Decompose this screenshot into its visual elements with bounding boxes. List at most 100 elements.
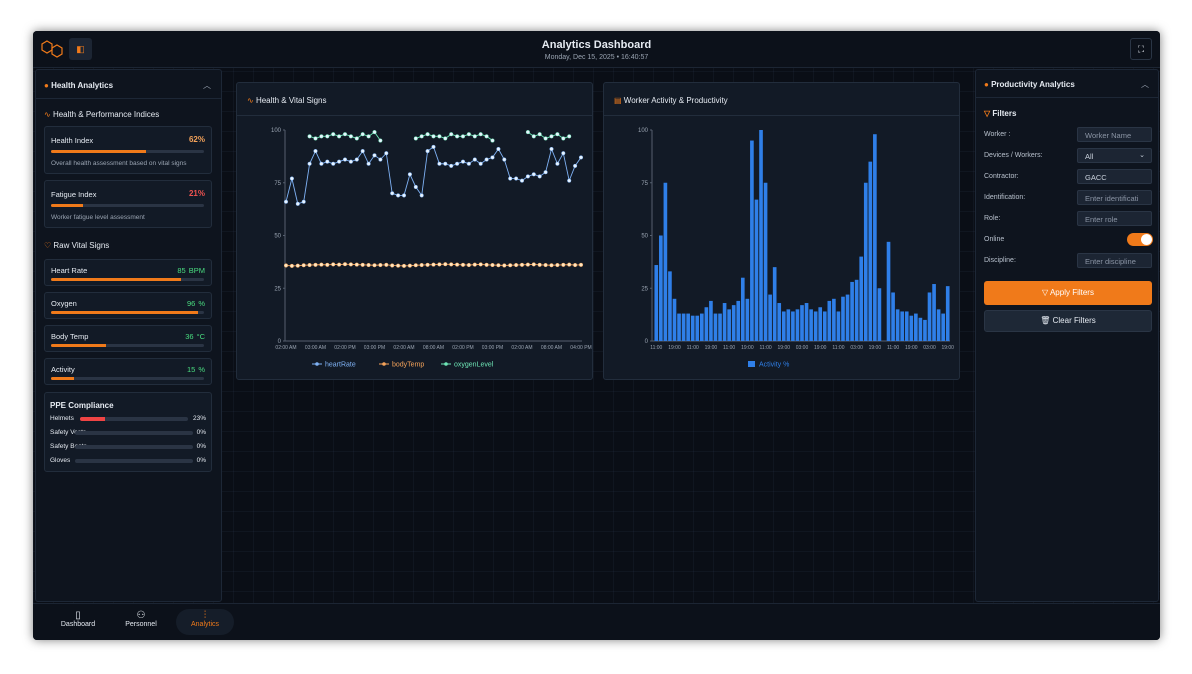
- collapse[interactable]: ︿: [203, 81, 211, 90]
- data-point: [337, 159, 342, 164]
- vital-name: Oxygen: [51, 299, 77, 308]
- data-point: [325, 262, 330, 267]
- index-name: Fatigue Index: [51, 190, 97, 199]
- data-point: [478, 262, 483, 267]
- index-value: 21%: [189, 189, 205, 198]
- data-point: [490, 155, 495, 160]
- data-point: [342, 262, 348, 267]
- x-tick-label: 19:00: [778, 345, 791, 351]
- data-point: [484, 134, 489, 139]
- data-point: [372, 130, 377, 135]
- bar: [941, 313, 945, 341]
- bar: [945, 286, 950, 341]
- vital-name: Body Temp: [51, 332, 89, 341]
- data-point: [301, 199, 306, 204]
- ppe-track: [80, 417, 188, 421]
- data-point: [354, 157, 359, 162]
- data-point: [366, 262, 371, 268]
- page-title: Analytics Dashboard: [541, 39, 652, 51]
- text-input[interactable]: Worker Name: [1077, 127, 1152, 142]
- data-point: [437, 161, 442, 166]
- data-point: [502, 157, 507, 162]
- data-point: [472, 262, 477, 267]
- bar: [750, 140, 754, 341]
- bar: [914, 313, 918, 341]
- select[interactable]: All ⌄: [1077, 148, 1152, 163]
- ppe-unit: %: [200, 457, 206, 464]
- nav-label: Analytics: [190, 621, 219, 628]
- y-tick-label: 50: [641, 234, 648, 240]
- data-point: [443, 161, 448, 166]
- data-point: [525, 130, 530, 135]
- data-point: [567, 178, 572, 183]
- chart-header: ∿ Health & Vital Signs: [247, 96, 327, 105]
- index-number: 62: [188, 135, 198, 144]
- ppe-number: 0: [196, 457, 201, 464]
- data-point: [331, 161, 336, 166]
- bar: [791, 311, 795, 341]
- ppe-fill: [80, 417, 105, 421]
- text-input[interactable]: Enter role: [1077, 211, 1152, 226]
- nav-item[interactable]: ▯ Dashboard: [60, 610, 96, 628]
- chart-title: Health & Vital Signs: [255, 96, 327, 105]
- data-point: [561, 136, 566, 141]
- panel-title: ● Health Analytics: [44, 81, 114, 90]
- data-point: [325, 159, 330, 164]
- logo: [41, 40, 63, 58]
- menu-button[interactable]: ◧: [69, 38, 92, 60]
- data-point: [313, 149, 318, 154]
- filters-title: ▽ Filters: [984, 109, 1017, 118]
- ppe-unit: %: [200, 415, 206, 422]
- data-point: [360, 262, 365, 267]
- data-point: [567, 262, 572, 267]
- text-input[interactable]: Enter discipline: [1077, 253, 1152, 268]
- progress-fill: [51, 344, 107, 347]
- bar: [686, 313, 690, 341]
- text-input[interactable]: GACC: [1077, 169, 1152, 184]
- bar: [932, 284, 936, 341]
- data-point: [419, 262, 424, 268]
- nav-item[interactable]: ⚇ Personnel: [125, 610, 157, 628]
- nav-item-active[interactable]: ⫶ Analytics: [176, 609, 234, 635]
- vital-unit: %: [198, 365, 205, 374]
- data-point: [378, 262, 383, 268]
- bar: [918, 317, 923, 341]
- bar: [895, 309, 900, 341]
- bar: [904, 311, 909, 341]
- ppe-value: 0%: [197, 457, 206, 464]
- data-point: [307, 262, 312, 268]
- progress-track: [51, 278, 204, 281]
- x-tick-label: 19:00: [668, 345, 681, 351]
- ppe-track: [75, 459, 193, 463]
- data-point: [401, 263, 407, 268]
- data-point: [289, 263, 294, 268]
- collapse[interactable]: ︿: [1141, 80, 1149, 89]
- series-line: [285, 146, 582, 205]
- x-tick-label: 03:00: [796, 345, 809, 351]
- data-point: [319, 262, 324, 267]
- legend-dot: [444, 362, 448, 366]
- data-point: [466, 132, 471, 137]
- legend-dot: [315, 362, 319, 366]
- data-point: [407, 172, 412, 177]
- data-point: [390, 263, 395, 268]
- data-point: [478, 132, 483, 137]
- data-point: [496, 146, 501, 152]
- bar: [818, 307, 823, 341]
- y-tick-label: 75: [274, 181, 281, 187]
- vital-number: 85: [177, 266, 186, 275]
- index-description: Worker fatigue level assessment: [51, 214, 145, 221]
- apply-button[interactable]: ▽ Apply Filters: [984, 281, 1152, 305]
- x-tick-label: 19:00: [905, 345, 918, 351]
- ppe-number: 23: [192, 415, 201, 422]
- nav-label: Personnel: [125, 621, 157, 628]
- chart-card: ∿ Health & Vital Signs 0 25 50 75 100 02:00 A…: [236, 82, 593, 380]
- x-tick-label: 11:00: [650, 345, 662, 351]
- fullscreen-button[interactable]: ⛶: [1130, 38, 1152, 60]
- clear-button[interactable]: 🗑 Clear Filters: [984, 310, 1152, 332]
- ppe-name: Helmets: [50, 415, 74, 422]
- field-label: Identification:: [984, 194, 1026, 201]
- data-point: [283, 263, 289, 268]
- toggle[interactable]: [1127, 233, 1153, 246]
- text-input[interactable]: Enter identificati: [1077, 190, 1152, 205]
